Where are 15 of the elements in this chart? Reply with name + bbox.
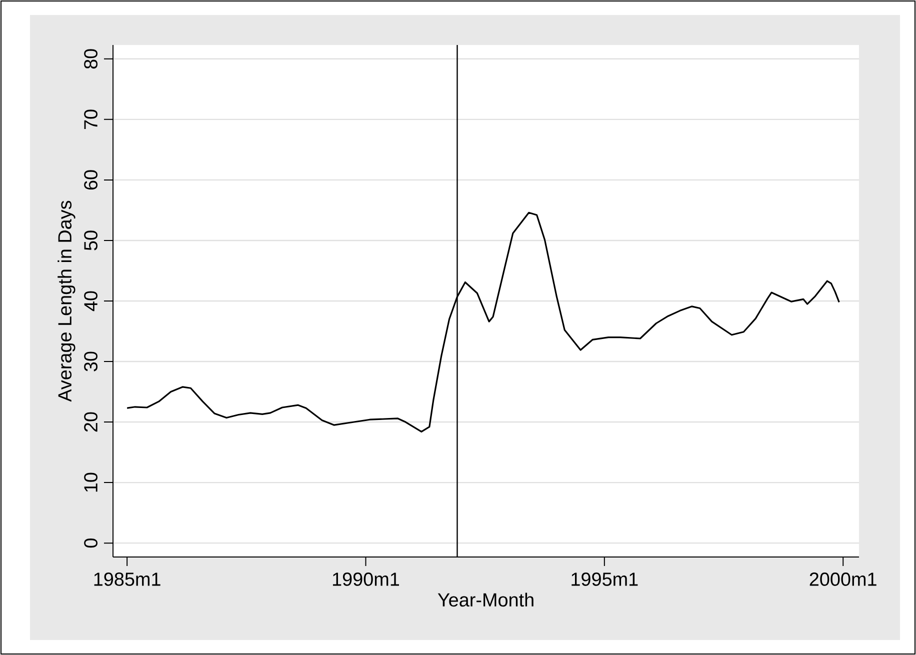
y-tick-label: 10 [84, 472, 98, 492]
x-axis-title: Year-Month [438, 592, 534, 607]
y-tick-label: 60 [84, 170, 98, 190]
x-tick-label: 1995m1 [572, 572, 638, 586]
y-tick-label: 40 [84, 291, 98, 312]
x-tick-label: 1990m1 [332, 572, 399, 586]
y-tick-label: 50 [84, 230, 98, 250]
y-tick-label: 0 [84, 538, 98, 548]
y-tick-label: 20 [84, 412, 98, 432]
y-tick-label: 70 [84, 110, 98, 129]
y-tick-label: 80 [84, 49, 98, 69]
x-tick-label: 1985m1 [94, 572, 160, 586]
y-tick-label: 30 [84, 352, 98, 372]
x-tick-label: 2000m1 [810, 572, 876, 586]
y-axis-title: Average Length in Days [58, 200, 76, 402]
